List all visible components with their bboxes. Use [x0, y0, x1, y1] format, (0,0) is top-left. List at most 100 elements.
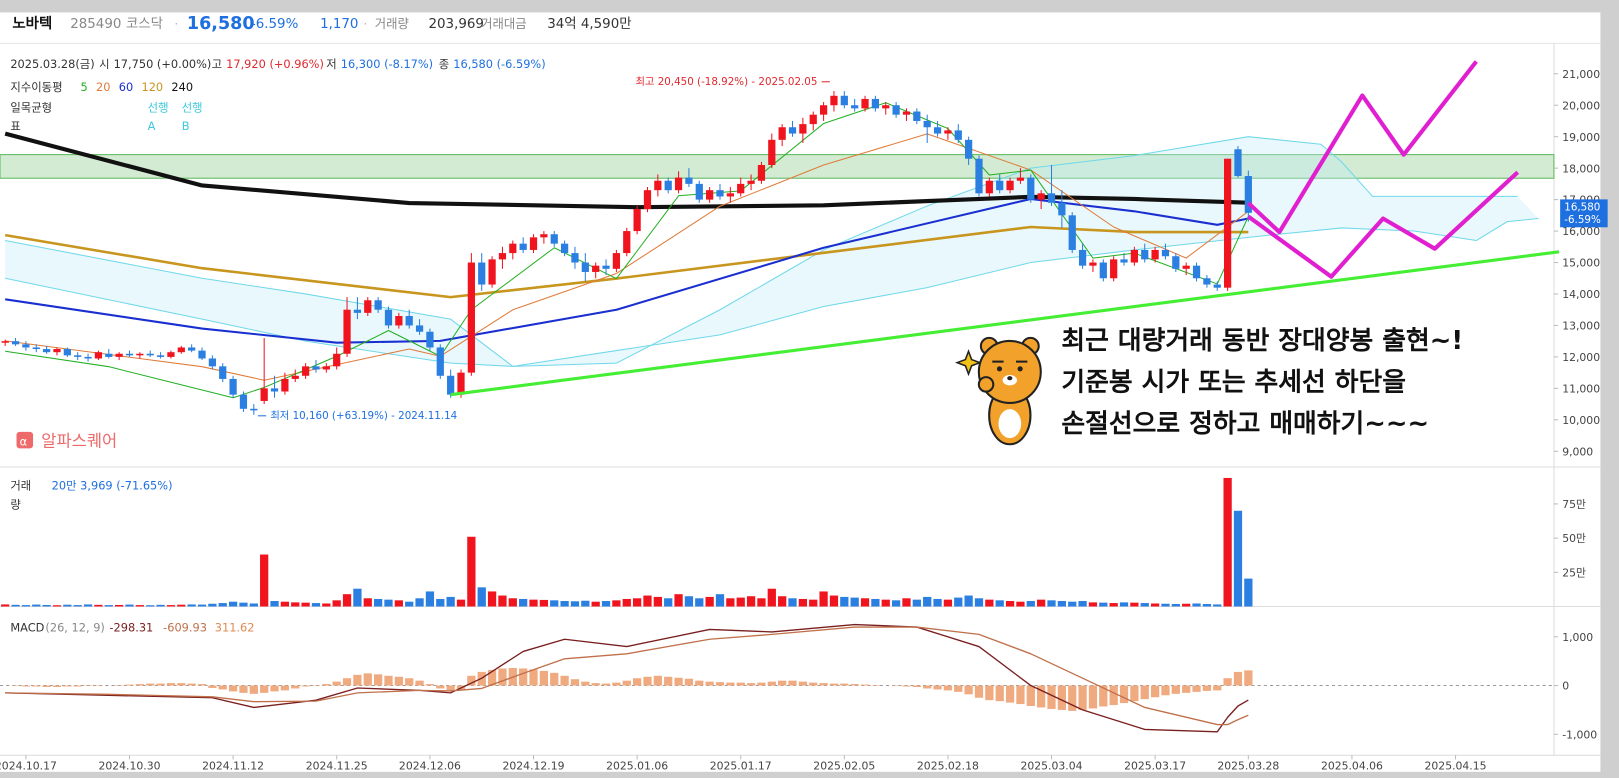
macd-histogram-bar — [1088, 685, 1098, 709]
volume-bar — [280, 601, 290, 607]
macd-histogram-bar — [1016, 685, 1025, 705]
volume-bar — [1130, 602, 1139, 607]
ichimoku-title: 표 — [10, 119, 20, 133]
volume-bar — [311, 603, 321, 607]
y-tick-label: 13,000 — [1562, 320, 1600, 333]
macd-histogram-bar — [819, 683, 828, 686]
volume-bar — [664, 598, 673, 607]
candle-body — [892, 105, 900, 115]
macd-histogram-bar — [954, 685, 963, 692]
volume-summary: 20만 3,969 (-71.65%) — [52, 479, 173, 493]
volume-bar — [135, 605, 144, 607]
stock-name: 노바텍 — [12, 14, 52, 32]
volume-bar — [52, 605, 62, 607]
candle-body — [426, 331, 434, 348]
macd-histogram-bar — [425, 684, 435, 686]
macd-histogram-bar — [1182, 685, 1191, 693]
volume-bar — [104, 605, 113, 607]
volume-bar — [829, 595, 839, 607]
candle-body — [188, 347, 196, 351]
volume-bar — [239, 602, 248, 607]
candle-body — [757, 165, 766, 181]
volume-bar — [850, 597, 859, 607]
macd-histogram-bar — [1078, 685, 1087, 710]
volume-bar — [757, 598, 766, 607]
candle-body — [1141, 249, 1149, 260]
macd-histogram-bar — [73, 685, 82, 687]
candle-body — [436, 347, 444, 376]
y-tick-label: 1,000 — [1562, 631, 1593, 644]
y-tick-label: 11,000 — [1562, 382, 1600, 395]
separator: · — [174, 17, 178, 31]
span-label: B — [182, 119, 190, 133]
candle-body — [1027, 177, 1035, 200]
volume-bar — [1088, 602, 1098, 607]
volume-bar — [301, 602, 310, 607]
macd-histogram-bar — [1119, 685, 1129, 704]
candle-body — [871, 98, 880, 109]
candle-body — [136, 353, 144, 356]
volume-bar — [736, 597, 745, 607]
macd-histogram-bar — [974, 685, 984, 698]
candle-body — [125, 353, 134, 356]
volume-bar — [778, 596, 787, 607]
macd-histogram-bar — [135, 684, 144, 686]
volume-bar — [228, 601, 238, 607]
candle-body — [737, 183, 745, 194]
volume-bar — [1150, 603, 1160, 607]
y-tick-label: 14,000 — [1562, 288, 1600, 301]
macd-histogram-bar — [187, 683, 196, 686]
legend-entry: 120 — [141, 80, 163, 94]
volume-bar — [498, 595, 507, 607]
macd-histogram-bar — [1213, 685, 1222, 691]
candle-body — [1120, 259, 1128, 263]
macd-histogram-bar — [1068, 685, 1077, 711]
candle-body — [1037, 193, 1045, 200]
volume-bar — [83, 604, 93, 607]
macd-value: -609.93 — [163, 620, 207, 634]
stock-code: 285490 — [70, 17, 121, 32]
macd-histogram-bar — [1171, 685, 1180, 694]
candle-body — [861, 98, 869, 109]
volume-bar — [1, 604, 10, 607]
x-tick-label: 2025.02.18 — [917, 760, 979, 773]
macd-histogram-bar — [260, 685, 269, 693]
date: 2025.03.28(금) — [10, 57, 94, 71]
candle-body — [944, 130, 952, 134]
macd-histogram-bar — [1057, 685, 1066, 710]
volume-bar — [529, 599, 538, 607]
x-tick-label: 2025.03.04 — [1021, 760, 1083, 773]
candle-body — [364, 300, 372, 313]
candle-body — [819, 105, 828, 115]
candle-body — [115, 353, 123, 357]
x-tick-label: 2024.11.12 — [202, 760, 264, 773]
candle-body — [664, 180, 672, 191]
ichimoku-title: 일목균형 — [10, 101, 52, 115]
candle-body — [1089, 262, 1097, 266]
candle-body — [633, 209, 641, 232]
macd-histogram-bar — [560, 675, 569, 686]
volume-bar — [1119, 602, 1129, 607]
change-percent: -6.59% — [251, 17, 298, 32]
candle-body — [467, 262, 475, 373]
candle-body — [63, 349, 71, 356]
macd-line — [5, 626, 1249, 726]
candle-body — [602, 265, 610, 269]
candle-body — [581, 262, 589, 272]
candle-body — [1161, 249, 1170, 257]
candle-body — [239, 394, 248, 409]
volume-bar — [1057, 601, 1066, 607]
volume-bar — [601, 601, 611, 607]
change-amount: 1,170 — [320, 17, 358, 32]
y-tick-label: 9,000 — [1562, 445, 1593, 458]
candle-body — [788, 127, 797, 134]
macd-histogram-bar — [249, 685, 258, 694]
y-tick-label: 50만 — [1562, 532, 1586, 545]
candle-body — [799, 124, 807, 134]
drawn-line — [1247, 170, 1520, 279]
volume-bar — [985, 599, 994, 607]
y-tick-label: -1,000 — [1562, 728, 1597, 741]
candle-body — [726, 193, 734, 197]
brand-icon — [16, 431, 34, 449]
volume-bar — [405, 601, 414, 607]
